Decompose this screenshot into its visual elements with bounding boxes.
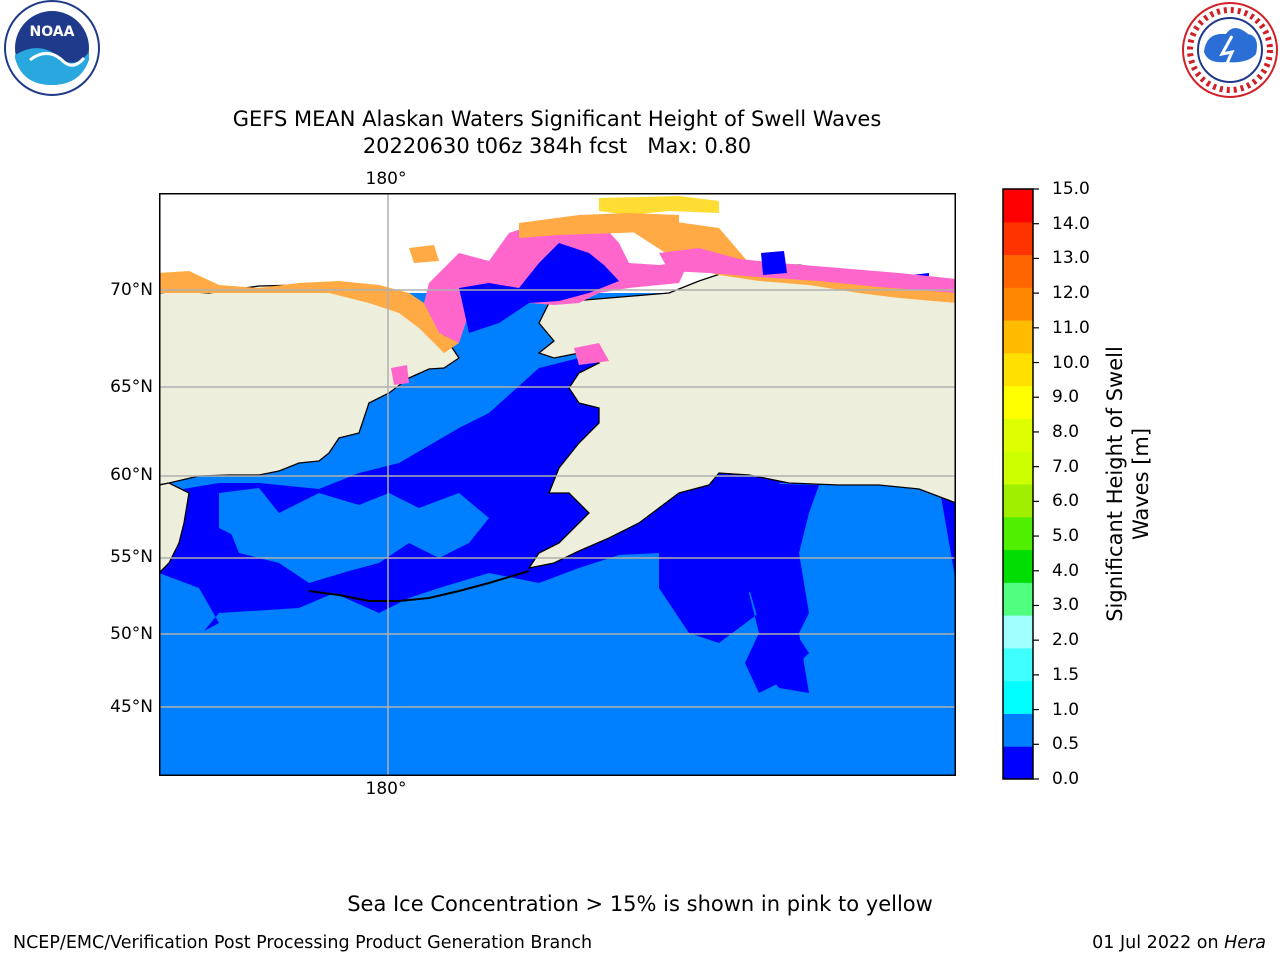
- colorbar-tick-label: 2.0: [1052, 630, 1080, 651]
- colorbar-tick-label: 12.0: [1052, 283, 1090, 304]
- land-aleutians: [308, 570, 530, 602]
- footer-date: 01 Jul 2022 on Hera: [1092, 932, 1266, 954]
- colorbar-segment: [1003, 713, 1033, 747]
- sea-ice-small-3: [391, 365, 409, 385]
- land-kamchatka: [160, 482, 190, 573]
- colorbar-segment: [1003, 287, 1033, 321]
- latitude-label: 45°N: [110, 697, 153, 717]
- svg-text:NOAA: NOAA: [30, 24, 75, 40]
- colorbar-tick-label: 7.0: [1052, 456, 1080, 477]
- colorbar-tick-label: 4.0: [1052, 560, 1080, 581]
- colorbar-tick-label: 9.0: [1052, 387, 1080, 408]
- nws-logo: [1182, 2, 1278, 98]
- colorbar-tick-label: 11.0: [1052, 317, 1090, 338]
- longitude-label-bottom: 180°: [365, 779, 407, 799]
- colorbar-tick-label: 14.0: [1052, 213, 1090, 234]
- colorbar-tick-label: 10.0: [1052, 352, 1090, 373]
- swell-patch-bering: [229, 493, 489, 583]
- colorbar-segment: [1003, 680, 1033, 714]
- sea-ice-arctic-orange: [519, 213, 679, 238]
- colorbar-segment: [1003, 352, 1033, 387]
- map-panel: [159, 193, 956, 776]
- colorbar-tick-label: 8.0: [1052, 421, 1080, 442]
- colorbar: [1002, 188, 1039, 780]
- latitude-label: 60°N: [110, 465, 153, 485]
- colorbar-segment: [1003, 320, 1033, 354]
- colorbar-segment: [1003, 516, 1033, 551]
- colorbar-tick-label: 1.0: [1052, 699, 1080, 720]
- colorbar-tick-label: 3.0: [1052, 595, 1080, 616]
- colorbar-segment: [1003, 385, 1033, 419]
- noaa-logo: NOAA: [4, 0, 100, 96]
- colorbar-title-line2: Waves [m]: [1129, 427, 1153, 541]
- map-gridlines: [160, 194, 955, 775]
- chart-title: GEFS MEAN Alaskan Waters Significant Hei…: [232, 107, 882, 131]
- colorbar-frame: [1002, 188, 1034, 780]
- latitude-label: 65°N: [110, 377, 153, 397]
- colorbar-tick-label: 6.0: [1052, 491, 1080, 512]
- longitude-label-top: 180°: [365, 169, 407, 189]
- footer-credit: NCEP/EMC/Verification Post Processing Pr…: [13, 933, 593, 953]
- map-frame: [159, 193, 956, 776]
- sea-ice-east-blue: [761, 251, 787, 275]
- colorbar-tick-label: 0.5: [1052, 734, 1080, 755]
- colorbar-segment: [1003, 484, 1033, 518]
- colorbar-segment: [1003, 221, 1033, 256]
- colorbar-segment: [1003, 615, 1033, 649]
- swell-0-0-5-gulf: [739, 483, 819, 693]
- land-alaska: [527, 264, 955, 569]
- sea-ice-footnote: Sea Ice Concentration > 15% is shown in …: [347, 892, 933, 916]
- footer-host: Hera: [1224, 933, 1266, 953]
- latitude-label: 55°N: [110, 547, 153, 567]
- colorbar-title-line1: Significant Height of Swell: [1103, 346, 1127, 622]
- colorbar-tick-label: 13.0: [1052, 248, 1090, 269]
- latitude-label: 70°N: [110, 280, 153, 300]
- latitude-label: 50°N: [110, 624, 153, 644]
- sea-ice-beaufort-pink: [659, 248, 955, 293]
- colorbar-segment: [1003, 746, 1033, 780]
- colorbar-segment: [1003, 647, 1033, 682]
- sea-ice-arctic-yellow: [599, 196, 719, 215]
- colorbar-segment: [1003, 451, 1033, 485]
- colorbar-segment: [1003, 418, 1033, 452]
- colorbar-tick-label: 0.0: [1052, 769, 1080, 789]
- colorbar-segment: [1003, 254, 1033, 288]
- sea-ice-small-2: [574, 343, 609, 365]
- sea-ice-inner: [459, 243, 619, 333]
- colorbar-segment: [1003, 189, 1033, 223]
- colorbar-tick-label: 5.0: [1052, 526, 1080, 547]
- sea-ice-siberia-edge: [160, 271, 459, 353]
- colorbar-segment: [1003, 582, 1033, 616]
- colorbar-tick-label: 1.5: [1052, 664, 1080, 685]
- swell-patch-bering-2: [219, 488, 279, 538]
- footer-date-text: 01 Jul 2022 on: [1092, 933, 1225, 953]
- colorbar-segment: [1003, 549, 1033, 583]
- colorbar-tick-label: 15.0: [1052, 179, 1090, 199]
- chart-subtitle: 20220630 t06z 384h fcst Max: 0.80: [362, 134, 752, 158]
- sea-ice-small-1: [409, 245, 439, 263]
